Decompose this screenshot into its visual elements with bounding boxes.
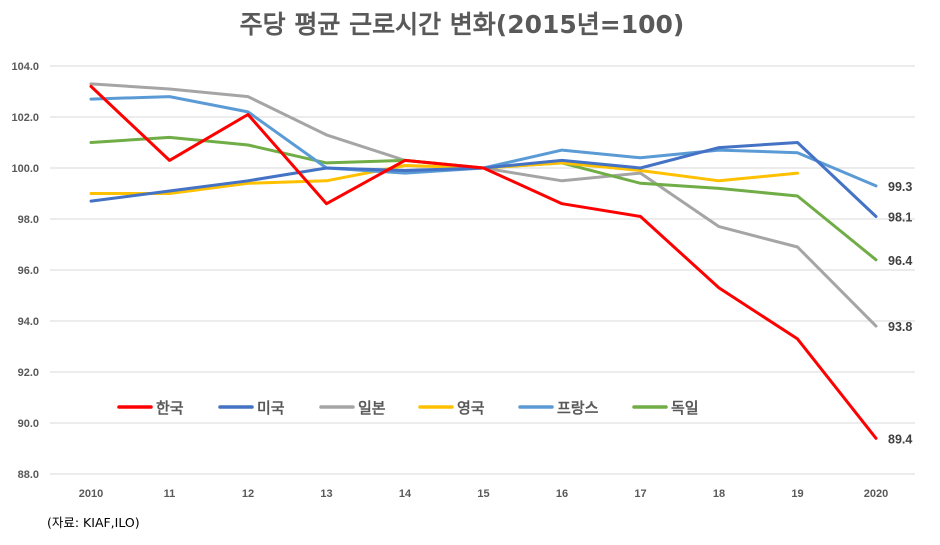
- end-label: 89.4: [888, 432, 912, 446]
- series-line-3: [89, 161, 799, 195]
- y-axis: 88.0 90.0 92.0 94.0 96.0 98.0 100.0 102.0 104.0: [11, 61, 39, 481]
- x-tick-label: 15: [477, 488, 489, 500]
- end-labels: 93.8 96.4 99.3 98.1 89.4: [888, 180, 912, 446]
- series-line-0: [89, 84, 878, 440]
- gridlines: [50, 65, 915, 475]
- legend-item: 일본: [319, 399, 386, 417]
- series-lines: [89, 82, 878, 440]
- end-label: 99.3: [888, 180, 912, 194]
- series-line-2: [89, 82, 878, 328]
- legend-label: 영국: [457, 399, 485, 417]
- series-line-1: [89, 141, 878, 218]
- x-tick-label: 17: [634, 488, 646, 500]
- legend-label: 미국: [257, 399, 285, 417]
- x-tick-label: 14: [399, 488, 412, 500]
- y-tick-label: 100.0: [11, 163, 39, 175]
- legend-item: 한국: [117, 399, 184, 417]
- x-tick-label: 19: [791, 488, 803, 500]
- y-tick-label: 90.0: [18, 418, 39, 430]
- legend: 한국 미국 일본 영국 프랑스 독일: [117, 399, 699, 417]
- legend-label: 한국: [156, 399, 184, 417]
- x-tick-label: 11: [164, 488, 176, 500]
- x-tick-label: 13: [320, 488, 332, 500]
- x-tick-label: 2010: [79, 488, 103, 500]
- legend-label: 일본: [358, 399, 386, 417]
- chart-title: 주당 평균 근로시간 변화(2015년=100): [240, 10, 685, 39]
- y-tick-label: 104.0: [11, 61, 39, 73]
- legend-label: 독일: [671, 399, 699, 417]
- y-tick-label: 92.0: [18, 367, 39, 379]
- x-tick-label: 16: [556, 488, 568, 500]
- series-line-5: [89, 135, 878, 262]
- end-label: 98.1: [888, 210, 912, 224]
- y-tick-label: 102.0: [11, 112, 39, 124]
- legend-item: 미국: [218, 399, 285, 417]
- legend-item: 독일: [632, 399, 699, 417]
- legend-label: 프랑스: [557, 399, 599, 417]
- x-tick-label: 12: [242, 488, 254, 500]
- source-note: (자료: KIAF,ILO): [47, 515, 140, 530]
- y-tick-label: 96.0: [18, 265, 39, 277]
- y-tick-label: 88.0: [18, 469, 39, 481]
- end-label: 93.8: [888, 320, 912, 334]
- legend-item: 영국: [418, 399, 485, 417]
- legend-item: 프랑스: [518, 399, 599, 417]
- x-axis: 2010 11 12 13 14 15 16 17 18 19 2020: [79, 488, 888, 500]
- y-tick-label: 98.0: [18, 214, 39, 226]
- x-tick-label: 2020: [864, 488, 888, 500]
- end-label: 96.4: [888, 254, 912, 268]
- y-tick-label: 94.0: [18, 316, 39, 328]
- x-tick-label: 18: [713, 488, 725, 500]
